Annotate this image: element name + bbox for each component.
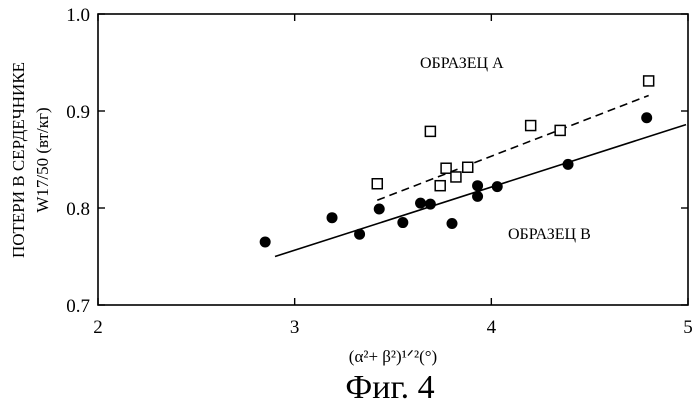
x-tick-label: 5	[683, 317, 693, 338]
x-tick-label: 3	[290, 317, 300, 338]
series-b-point-3	[374, 203, 385, 214]
series-a-point-5	[463, 162, 473, 172]
series-b-point-1	[327, 212, 338, 223]
data-points	[260, 76, 654, 248]
series-a-label: ОБРАЗЕЦ А	[420, 55, 504, 72]
series-b-point-4	[397, 217, 408, 228]
series-a-point-7	[555, 125, 565, 135]
series-b-point-9	[472, 191, 483, 202]
y-axis-title-line-2: W17/50 (вт/кг)	[33, 107, 52, 212]
x-tick-label: 2	[93, 317, 103, 338]
series-a-trendline	[377, 95, 648, 200]
plot-frame	[98, 14, 688, 305]
y-tick-label: 0.8	[66, 199, 90, 220]
series-b-label: ОБРАЗЕЦ В	[508, 226, 591, 243]
y-tick-label: 1.0	[66, 5, 90, 26]
series-b-point-6	[425, 199, 436, 210]
series-b-point-12	[641, 112, 652, 123]
series-a-point-3	[441, 163, 451, 173]
x-tick-label: 4	[487, 317, 497, 338]
series-b-point-10	[492, 181, 503, 192]
series-a-point-1	[425, 126, 435, 136]
series-b-point-0	[260, 236, 271, 247]
figure-caption: Фиг. 4	[345, 369, 434, 406]
series-b-point-7	[447, 218, 458, 229]
series-a-point-8	[644, 76, 654, 86]
series-a-point-2	[435, 181, 445, 191]
series-a-point-4	[451, 172, 461, 182]
series-a-point-6	[526, 121, 536, 131]
y-axis-title-line-1: ПОТЕРИ В СЕРДЕЧНИКЕ	[9, 62, 28, 258]
series-b-point-8	[472, 180, 483, 191]
series-b-point-11	[563, 159, 574, 170]
series-b-point-2	[354, 229, 365, 240]
series-a-point-0	[372, 179, 382, 189]
axes: 2 3 4 5 0.7 0.8 0.9 1.0	[66, 5, 693, 338]
x-axis-title: (α²+ β²)¹ᐟ²(°)	[349, 347, 437, 366]
series-b-point-5	[415, 198, 426, 209]
trendlines	[275, 95, 686, 256]
y-tick-label: 0.7	[66, 296, 90, 317]
series-b-trendline	[275, 125, 686, 257]
y-tick-label: 0.9	[66, 102, 90, 123]
